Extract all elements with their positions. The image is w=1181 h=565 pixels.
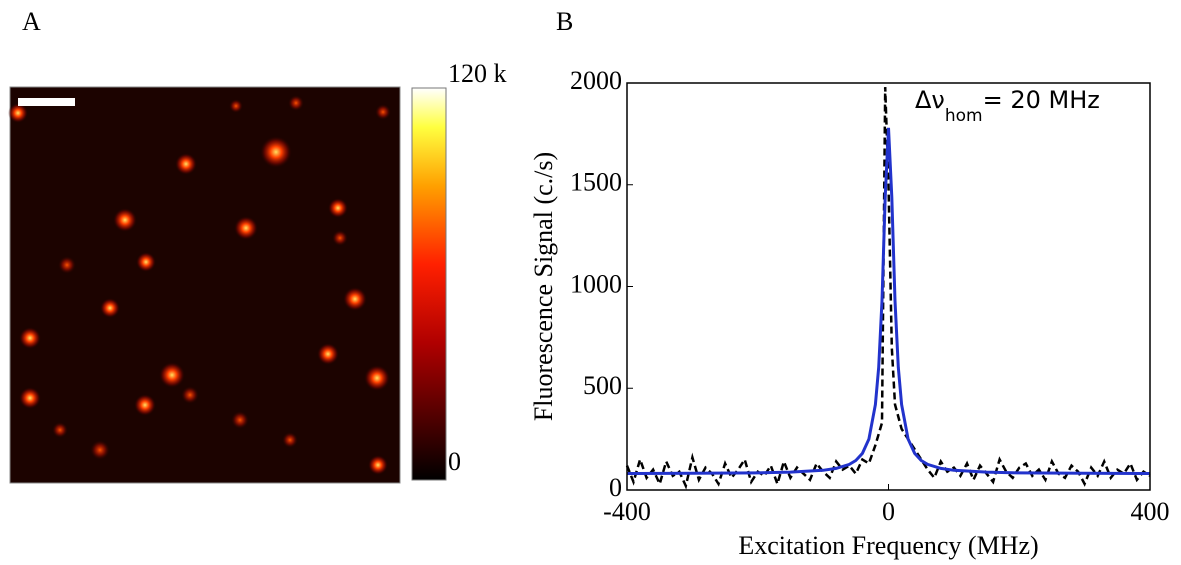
y-tick-label: 500 — [583, 371, 622, 400]
x-tick-label: -400 — [603, 497, 651, 526]
data-line — [625, 87, 1151, 490]
colorbar-tick-label: 120 k — [448, 59, 507, 88]
y-tick-label: 2000 — [570, 66, 622, 95]
y-tick-label: 1000 — [570, 269, 622, 298]
fluorescence-image — [8, 86, 401, 484]
colorbar-tick-label: 0 — [448, 447, 461, 476]
scale-bar — [18, 98, 75, 106]
annotation-value: = 20 MHz — [983, 86, 1100, 114]
y-axis-label: Fluorescence Signal (c./s) — [529, 152, 558, 421]
annotation-subscript: hom — [945, 106, 983, 126]
x-axis-label: Excitation Frequency (MHz) — [738, 531, 1038, 560]
x-tick-label: 400 — [1131, 497, 1170, 526]
colorbar — [411, 87, 447, 481]
emitter-spots — [8, 95, 391, 475]
panel-label: B — [556, 7, 573, 36]
annotation-symbol: Δν — [915, 86, 945, 114]
y-tick-label: 0 — [609, 473, 622, 502]
data-line — [626, 127, 1151, 475]
x-tick-label: 0 — [882, 497, 895, 526]
y-tick-label: 1500 — [570, 168, 622, 197]
image-frame — [9, 86, 401, 484]
annotation: Δνhom= 20 MHz — [915, 86, 1100, 126]
panel-label: A — [22, 7, 41, 36]
